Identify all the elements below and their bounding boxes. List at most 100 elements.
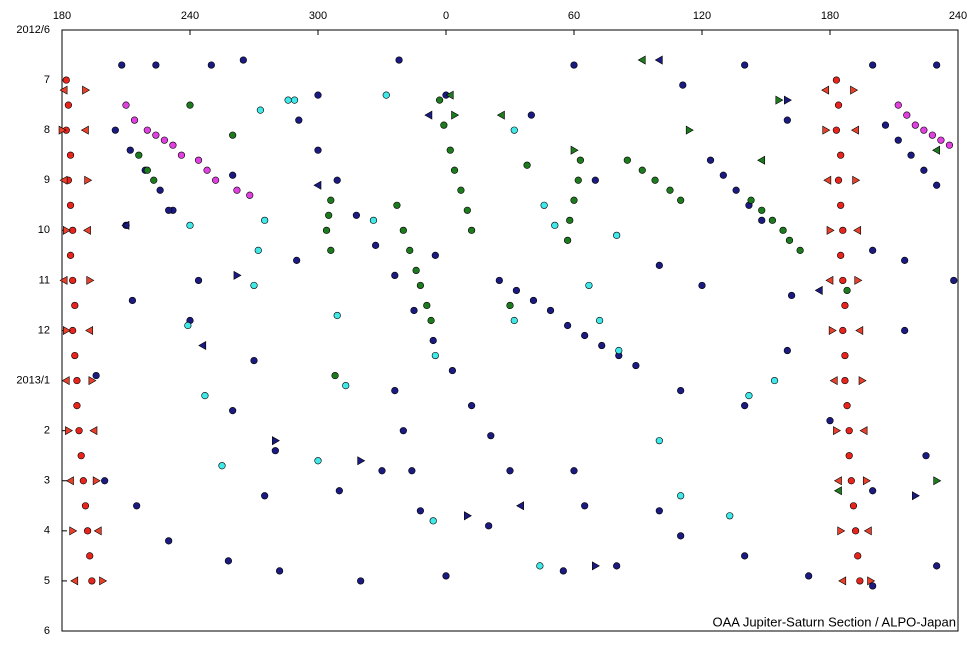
point	[80, 125, 89, 135]
point	[529, 296, 538, 305]
point	[212, 176, 220, 184]
point	[485, 522, 493, 530]
point	[463, 206, 471, 214]
point	[945, 141, 954, 149]
point	[468, 402, 476, 410]
point	[203, 166, 211, 174]
point	[408, 467, 416, 475]
point	[821, 85, 830, 95]
point	[62, 225, 71, 235]
point	[933, 562, 941, 570]
point	[261, 492, 269, 500]
point	[823, 175, 832, 185]
point	[357, 577, 365, 585]
point	[894, 136, 902, 144]
point	[920, 166, 928, 174]
point	[933, 476, 942, 486]
point	[335, 487, 343, 495]
point	[440, 121, 448, 129]
point	[510, 316, 518, 325]
point	[246, 191, 254, 199]
point	[581, 502, 589, 510]
plot-area	[61, 29, 959, 632]
point	[828, 325, 837, 336]
point	[62, 325, 71, 336]
point	[84, 175, 93, 185]
point	[592, 561, 600, 571]
y-tick-label: 8	[44, 124, 50, 136]
point	[322, 226, 331, 234]
point	[854, 275, 863, 285]
point	[757, 155, 766, 165]
point	[464, 511, 472, 521]
point	[822, 125, 831, 135]
point	[272, 436, 280, 446]
point	[429, 517, 437, 525]
point	[156, 186, 164, 194]
point	[314, 91, 322, 99]
point	[566, 216, 574, 224]
point	[845, 452, 853, 460]
point	[741, 552, 749, 560]
point	[862, 476, 871, 486]
point	[331, 371, 339, 380]
point	[937, 136, 945, 144]
point	[201, 392, 209, 400]
point	[920, 126, 928, 134]
x-tick-label: 60	[568, 10, 580, 22]
point	[165, 537, 173, 545]
point	[73, 376, 81, 385]
point	[62, 76, 70, 84]
point	[207, 61, 215, 69]
point	[655, 437, 663, 445]
point	[770, 376, 779, 385]
point	[570, 467, 578, 475]
point	[135, 151, 143, 159]
point	[706, 156, 715, 164]
point	[391, 387, 399, 395]
point	[133, 502, 141, 510]
point	[410, 306, 418, 315]
point	[741, 61, 749, 69]
point	[856, 577, 864, 585]
point	[357, 456, 366, 466]
point	[284, 96, 292, 104]
point	[143, 166, 151, 174]
y-tick-label: 3	[44, 475, 50, 487]
point	[424, 110, 433, 120]
point	[128, 296, 136, 305]
point	[81, 502, 90, 510]
point	[853, 225, 862, 235]
point	[416, 281, 425, 290]
x-tick-label: 240	[181, 10, 199, 22]
x-tick-label: 120	[693, 10, 711, 22]
point	[495, 276, 503, 285]
point	[863, 526, 872, 536]
point	[527, 111, 535, 119]
point	[126, 146, 134, 154]
point	[445, 90, 454, 100]
point	[677, 387, 685, 395]
point	[391, 271, 399, 280]
point	[677, 492, 685, 500]
y-tick-label: 10	[38, 224, 50, 236]
point	[901, 256, 909, 264]
point	[293, 256, 301, 264]
point	[559, 567, 567, 575]
point	[93, 526, 102, 536]
point	[75, 427, 83, 435]
point	[59, 85, 68, 95]
point	[88, 376, 97, 386]
point	[747, 196, 755, 204]
point	[843, 402, 851, 410]
point	[850, 125, 859, 135]
point	[841, 376, 849, 385]
point	[834, 101, 843, 109]
point	[837, 201, 845, 209]
point	[194, 276, 203, 285]
point	[64, 101, 72, 109]
point	[59, 175, 68, 185]
point	[71, 351, 79, 360]
point	[233, 270, 242, 280]
point	[82, 85, 91, 95]
